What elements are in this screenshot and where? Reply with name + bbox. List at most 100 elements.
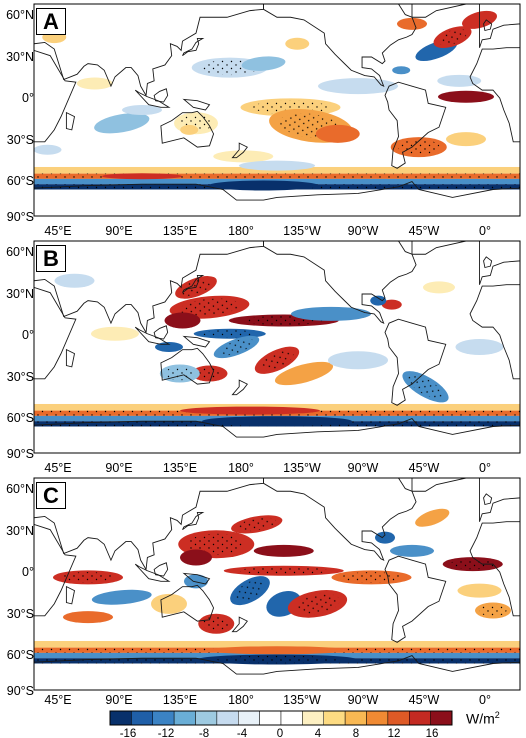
colorbar-unit: W/m2 <box>466 710 500 727</box>
anomaly-patch <box>370 295 387 306</box>
anomaly-patch <box>151 593 187 614</box>
significance-stipple <box>219 338 254 356</box>
anomaly-patch <box>63 611 113 624</box>
coastline <box>384 555 447 643</box>
coastline <box>65 585 76 605</box>
anomaly-field <box>34 241 520 453</box>
coastline <box>384 81 447 169</box>
significance-stipple <box>438 28 467 46</box>
lon-label: 135°E <box>162 693 198 707</box>
coastline <box>411 4 467 18</box>
anomaly-patch <box>397 17 427 30</box>
lon-label: 90°E <box>105 461 133 475</box>
coastline <box>65 348 76 368</box>
anomaly-patch <box>253 544 314 557</box>
coastline <box>182 512 205 531</box>
colorbar-tick: 8 <box>352 728 360 738</box>
significance-stipple <box>295 593 340 615</box>
coastline <box>479 4 520 48</box>
colorbar <box>109 710 453 726</box>
coastline <box>411 241 467 255</box>
anomaly-patch <box>239 160 315 171</box>
coastline <box>182 572 211 585</box>
lon-label: 45°W <box>408 224 440 238</box>
lat-label: 90°S <box>6 684 34 698</box>
lon-label: 45°E <box>44 693 72 707</box>
anomaly-patch <box>180 549 212 566</box>
lon-label: 90°E <box>105 693 133 707</box>
colorbar-swatch <box>344 710 367 726</box>
coastline <box>153 562 169 577</box>
anomaly-patch <box>455 339 504 355</box>
coastline <box>479 241 520 285</box>
coastline <box>34 49 77 143</box>
coastline <box>182 275 205 294</box>
anomaly-patch <box>54 273 95 288</box>
significance-stipple <box>397 139 440 155</box>
coastline <box>160 347 215 385</box>
anomaly-patch <box>375 531 395 544</box>
anomaly-patch <box>76 77 113 90</box>
lon-label: 180° <box>228 461 254 475</box>
coastline <box>153 88 169 103</box>
coastline <box>411 478 467 492</box>
anomaly-patch <box>122 105 162 115</box>
colorbar-swatch <box>323 710 346 726</box>
lat-label: 60°S <box>6 411 34 425</box>
coastline <box>231 616 248 633</box>
panel-c-map <box>33 477 521 691</box>
significance-stipple <box>217 655 337 664</box>
colorbar-tick: 12 <box>387 728 401 738</box>
coastline <box>34 241 264 334</box>
colorbar-swatch <box>152 710 175 726</box>
lon-label: 180° <box>228 693 254 707</box>
lat-label: 90°S <box>6 210 34 224</box>
lat-label: 0° <box>22 565 34 579</box>
lon-label: 45°E <box>44 461 72 475</box>
anomaly-patch <box>291 306 371 321</box>
coastline <box>34 4 264 97</box>
significance-stipple <box>187 533 245 555</box>
colorbar-tick: -12 <box>157 728 175 738</box>
anomaly-band <box>34 640 520 648</box>
anomaly-patch <box>241 56 286 71</box>
lon-label: 135°W <box>283 693 321 707</box>
colorbar-swatch <box>131 710 153 726</box>
anomaly-patch <box>207 646 347 655</box>
lat-label: 30°N <box>6 287 34 301</box>
coastline <box>65 111 76 131</box>
anomaly-patch <box>438 90 494 103</box>
anomaly-patch <box>415 508 450 527</box>
coastline <box>469 284 520 380</box>
coastline <box>134 89 171 108</box>
coastline <box>263 478 417 562</box>
lon-label: 90°W <box>347 461 379 475</box>
significance-stipple <box>34 173 520 179</box>
anomaly-patch <box>392 66 411 75</box>
colorbar-tick: -8 <box>198 728 210 738</box>
lon-label: 90°W <box>347 693 379 707</box>
anomaly-patch <box>102 173 182 180</box>
lon-label: 0° <box>479 461 491 475</box>
significance-stipple <box>202 330 257 338</box>
lon-label: 45°W <box>408 461 440 475</box>
lat-label: 60°S <box>6 648 34 662</box>
anomaly-patch <box>315 124 360 143</box>
anomaly-patch <box>446 132 486 147</box>
coastline <box>134 326 171 345</box>
colorbar-tick: 4 <box>314 728 322 738</box>
anomaly-patch <box>184 574 208 589</box>
coastline <box>134 563 171 582</box>
significance-stipple <box>479 604 507 617</box>
panel-label-a: A <box>36 8 66 35</box>
coastline <box>160 110 215 148</box>
anomaly-patch <box>180 124 199 135</box>
colorbar-swatch <box>430 710 453 726</box>
coastline <box>34 181 520 216</box>
coastline <box>153 325 169 340</box>
lon-label: 45°E <box>44 224 72 238</box>
colorbar-swatch <box>387 710 410 726</box>
colorbar-tick: -16 <box>119 728 137 738</box>
lat-label: 60°S <box>6 174 34 188</box>
